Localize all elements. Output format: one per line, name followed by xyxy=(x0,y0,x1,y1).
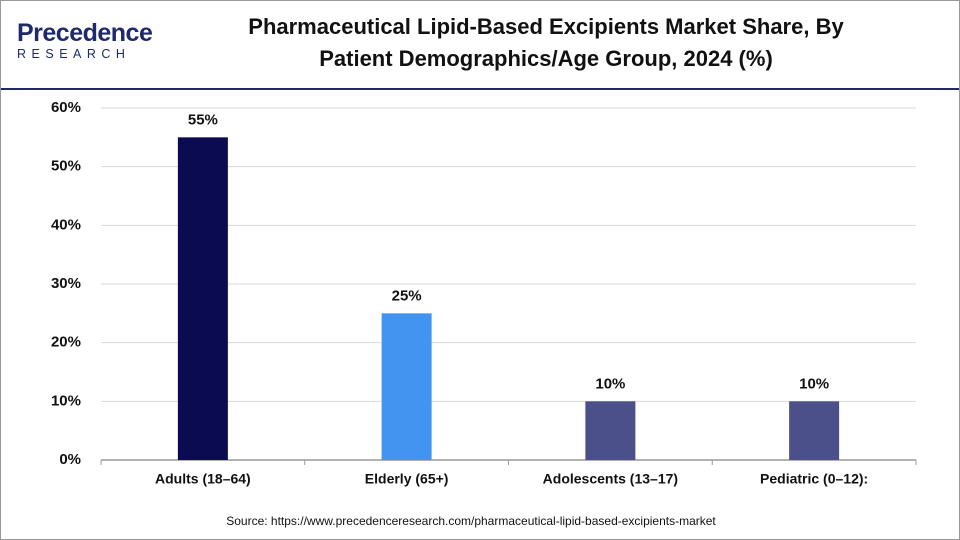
chart-title: Pharmaceutical Lipid-Based Excipients Ma… xyxy=(248,14,844,71)
header-rule xyxy=(1,88,959,90)
data-label: 10% xyxy=(595,375,625,392)
source: Source: https://www.precedenceresearch.c… xyxy=(226,514,716,528)
logo-name: Precedence xyxy=(17,19,153,47)
data-label: 10% xyxy=(799,375,829,392)
data-label: 55% xyxy=(188,111,218,128)
x-tick-label: Pediatric (0–12): xyxy=(760,471,868,487)
y-tick-label: 30% xyxy=(51,275,81,292)
bar xyxy=(585,401,636,460)
y-tick-label: 10% xyxy=(51,392,81,409)
bar xyxy=(177,137,228,461)
y-tick-label: 0% xyxy=(59,451,81,468)
y-tick-label: 60% xyxy=(51,99,81,116)
bar xyxy=(789,401,840,460)
data-label: 25% xyxy=(392,287,422,304)
logo: Precedence RESEARCH xyxy=(17,19,153,62)
bar xyxy=(381,313,432,460)
x-tick-label: Elderly (65+) xyxy=(365,471,449,487)
y-tick-label: 40% xyxy=(51,216,81,233)
y-tick-label: 20% xyxy=(51,334,81,351)
logo-tagline: RESEARCH xyxy=(17,47,131,61)
x-tick-label: Adolescents (13–17) xyxy=(543,471,678,487)
x-tick-label: Adults (18–64) xyxy=(155,471,251,487)
y-tick-label: 50% xyxy=(51,158,81,175)
